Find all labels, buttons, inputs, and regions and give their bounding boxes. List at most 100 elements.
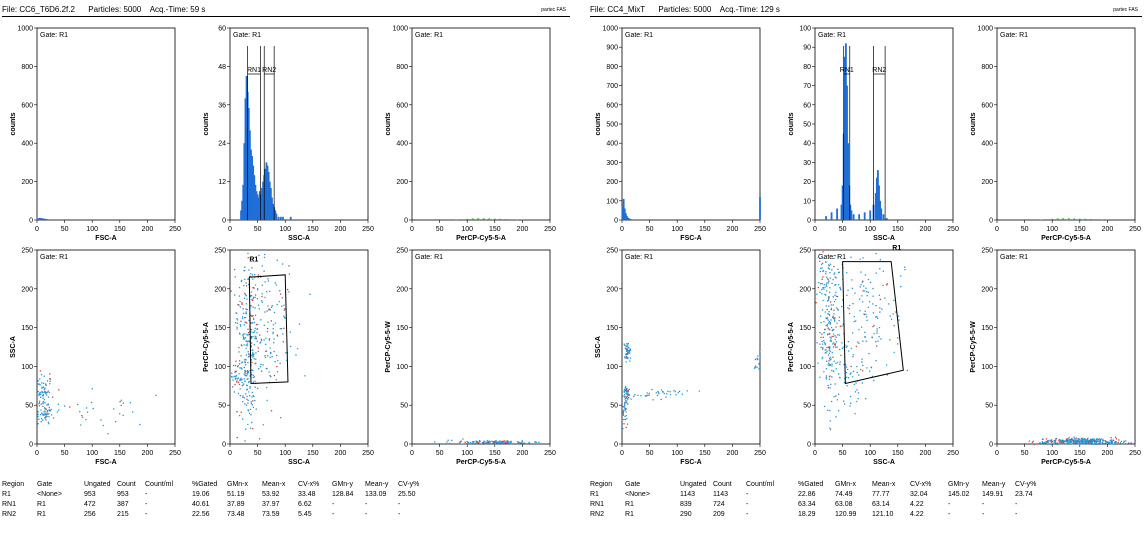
scatter-point: [856, 365, 858, 368]
scatter-point: [827, 409, 829, 411]
scatter-point: [1074, 441, 1076, 443]
scatter-point: [44, 402, 46, 404]
histogram-bar: [466, 218, 469, 220]
scatter-point: [625, 392, 627, 395]
right-note: partec FAS: [1113, 7, 1138, 13]
stats-cell: 25.50: [398, 491, 416, 498]
scatter-point: [882, 270, 885, 272]
stats-cell: R1: [625, 501, 634, 508]
scatter-point: [1055, 443, 1057, 445]
scatter-point: [234, 370, 236, 373]
x-tick-label: 250: [544, 226, 556, 233]
scatter-point: [258, 254, 260, 257]
y-tick-label: 1000: [977, 26, 993, 33]
scatter-point: [637, 394, 639, 396]
scatter-point: [276, 354, 278, 357]
scatter-point: [862, 340, 864, 342]
scatter-point: [1082, 441, 1084, 443]
scatter-point: [757, 358, 759, 361]
scatter-point: [821, 309, 824, 311]
scatter-point: [267, 305, 269, 307]
scatter-point: [243, 324, 245, 326]
scatter-point: [120, 399, 123, 401]
scatter-point: [517, 442, 519, 445]
scatter-point: [46, 410, 49, 412]
scatter-point: [265, 350, 268, 352]
x-tick-label: 0: [813, 226, 817, 233]
scatter-point: [886, 374, 888, 376]
scatter-point: [240, 367, 242, 369]
scatter-point: [277, 359, 279, 362]
scatter-point: [634, 393, 636, 396]
scatter-point: [253, 395, 255, 398]
scatter-point: [827, 282, 829, 284]
histogram-bar: [627, 217, 629, 220]
scatter-point: [1083, 443, 1085, 445]
histogram-bar: [1073, 218, 1076, 220]
scatter-point: [284, 308, 286, 310]
scatter-point: [816, 293, 818, 295]
scatter-point: [824, 405, 826, 408]
histogram-bar: [1095, 219, 1098, 220]
scatter-point: [245, 354, 248, 356]
scatter-point: [854, 413, 856, 415]
stats-cell: -: [365, 501, 368, 508]
scatter-point: [260, 363, 262, 366]
scatter-point: [1097, 440, 1099, 443]
scatter-point: [834, 338, 836, 341]
scatter-point: [447, 439, 449, 441]
scatter-point: [249, 369, 251, 372]
scatter-point: [42, 414, 44, 416]
scatter-point: [249, 375, 251, 377]
scatter-point: [1054, 439, 1057, 441]
scatter-point: [1050, 439, 1053, 441]
scatter-point: [827, 346, 830, 348]
scatter-point: [1101, 441, 1104, 444]
y-tick-label: 400: [21, 141, 33, 148]
scatter-point: [624, 418, 627, 421]
scatter-point: [829, 322, 832, 324]
scatter-point: [250, 346, 253, 348]
scatter-point: [528, 442, 530, 444]
scatter-point: [833, 313, 835, 315]
y-tick-label: 100: [21, 364, 33, 371]
scatter-point: [1082, 437, 1084, 440]
gate-label: Gate: R1: [625, 254, 653, 261]
scatter-point: [820, 346, 822, 349]
scatter-point: [833, 329, 835, 331]
x-tick-label: 150: [699, 450, 711, 457]
scatter-point: [1095, 441, 1098, 444]
y-axis-label: counts: [10, 112, 17, 135]
scatter-point: [266, 310, 268, 312]
x-tick-label: 0: [995, 226, 999, 233]
scatter-point: [230, 375, 233, 378]
scatter-point: [834, 276, 836, 278]
scatter-point: [278, 300, 281, 303]
scatter-point: [255, 338, 257, 340]
stats-cell: -: [948, 501, 951, 508]
histogram-bar: [885, 218, 888, 220]
scatter-point: [1090, 441, 1092, 444]
scatter-point: [867, 291, 870, 293]
scatter-point: [258, 368, 260, 370]
scatter-point: [861, 382, 864, 384]
histogram-bar: [849, 204, 852, 220]
scatter-point: [626, 343, 628, 345]
x-tick-label: 100: [86, 450, 98, 457]
scatter-point: [248, 269, 250, 271]
scatter-point: [1088, 441, 1091, 444]
scatter-point: [487, 441, 489, 444]
x-tick-label: 150: [307, 450, 319, 457]
scatter-point: [674, 390, 676, 393]
scatter-point: [646, 394, 649, 397]
scatter-point: [1073, 441, 1075, 443]
histogram-bar: [846, 85, 848, 220]
scatter-point: [889, 339, 891, 341]
scatter-point: [247, 278, 249, 280]
scatter-point: [46, 404, 48, 406]
scatter-point: [1127, 442, 1130, 444]
scatter-point: [622, 411, 624, 413]
x-tick-label: 150: [1074, 450, 1086, 457]
scatter-point: [48, 410, 51, 412]
